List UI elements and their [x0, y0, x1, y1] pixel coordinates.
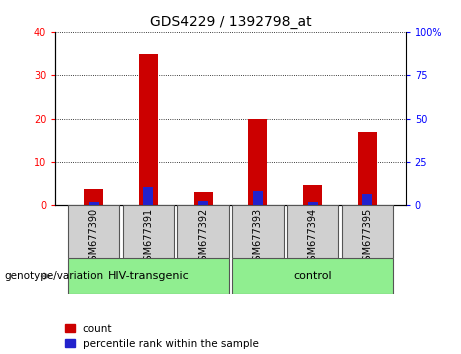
Title: GDS4229 / 1392798_at: GDS4229 / 1392798_at	[150, 16, 311, 29]
Bar	[139, 53, 158, 205]
Bar	[358, 132, 377, 205]
Bar	[307, 202, 318, 205]
Bar	[362, 194, 372, 205]
Text: GSM677392: GSM677392	[198, 208, 208, 267]
FancyBboxPatch shape	[177, 205, 229, 258]
Legend: count, percentile rank within the sample: count, percentile rank within the sample	[65, 324, 259, 349]
Text: GSM677391: GSM677391	[143, 208, 154, 267]
Bar	[84, 189, 103, 205]
Text: GSM677393: GSM677393	[253, 208, 263, 267]
Bar	[198, 201, 208, 205]
FancyBboxPatch shape	[232, 205, 284, 258]
FancyBboxPatch shape	[232, 258, 393, 294]
FancyBboxPatch shape	[287, 205, 338, 258]
Text: HIV-transgenic: HIV-transgenic	[107, 271, 189, 281]
Bar	[303, 185, 322, 205]
FancyBboxPatch shape	[123, 205, 174, 258]
Bar	[253, 192, 263, 205]
Bar	[248, 119, 267, 205]
Text: control: control	[293, 271, 332, 281]
Bar	[89, 202, 99, 205]
Text: GSM677395: GSM677395	[362, 208, 372, 267]
Text: genotype/variation: genotype/variation	[5, 271, 104, 281]
FancyBboxPatch shape	[68, 205, 119, 258]
Bar	[143, 188, 154, 205]
FancyBboxPatch shape	[342, 205, 393, 258]
Bar	[194, 192, 213, 205]
Text: GSM677390: GSM677390	[89, 208, 99, 267]
FancyBboxPatch shape	[68, 258, 229, 294]
Text: GSM677394: GSM677394	[307, 208, 318, 267]
